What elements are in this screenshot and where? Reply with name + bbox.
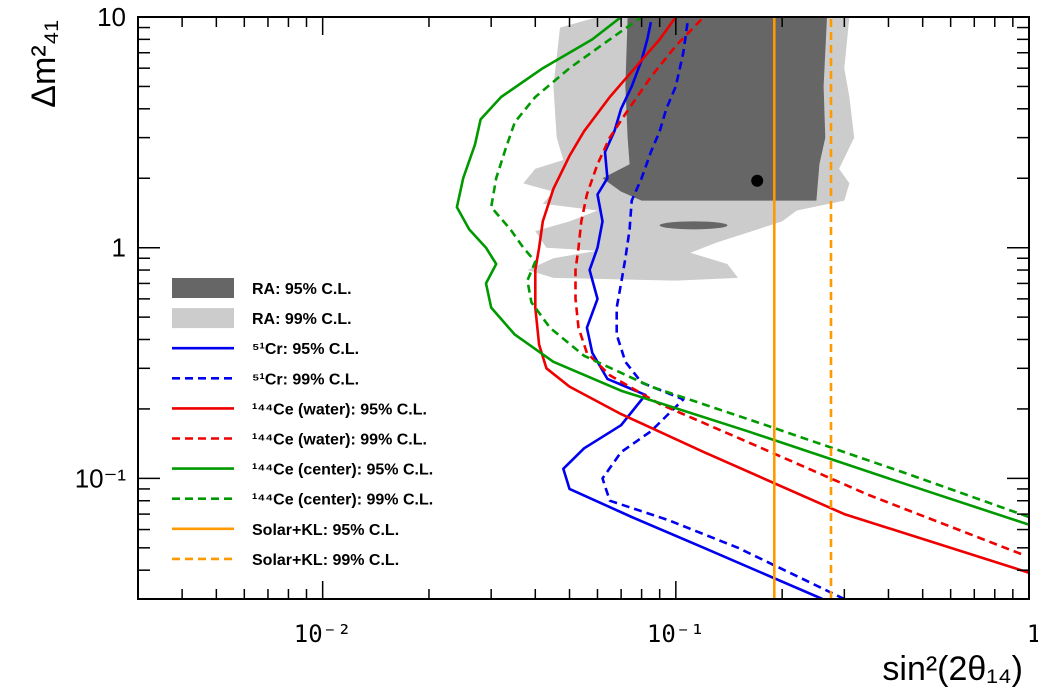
curve-ce-water-95-c-l [533, 17, 1029, 574]
legend-item-cr-95-c-l: ⁵¹Cr: 95% C.L. [172, 341, 359, 358]
legend-label: RA: 99% C.L. [252, 311, 352, 328]
legend-item-solar-kl-99-c-l: Solar+KL: 99% C.L. [172, 552, 399, 569]
legend-label: ⁵¹Cr: 99% C.L. [252, 371, 359, 388]
x-tick-label: 10⁻¹ [647, 620, 705, 648]
legend-item-ce-water-95-c-l: ¹⁴⁴Ce (water): 95% C.L. [172, 401, 427, 418]
legend-label: ¹⁴⁴Ce (water): 95% C.L. [252, 401, 427, 418]
legend-item-ce-center-95-c-l: ¹⁴⁴Ce (center): 95% C.L. [172, 462, 433, 479]
legend-item-solar-kl-95-c-l: Solar+KL: 95% C.L. [172, 522, 399, 539]
x-tick-label: 10⁻² [294, 620, 352, 648]
y-axis-title: Δm²₄₁ [25, 20, 63, 108]
legend-label: Solar+KL: 99% C.L. [252, 552, 399, 569]
curve-ce-center-99-c-l [489, 17, 1029, 519]
best-fit-layer [751, 174, 764, 187]
curve-ce-center-95-c-l [455, 17, 1029, 526]
x-tick-label: 1 [1027, 620, 1038, 648]
curve-cr-95-c-l [561, 21, 823, 599]
y-tick-label: 1 [112, 233, 126, 263]
legend-item-ce-center-99-c-l: ¹⁴⁴Ce (center): 99% C.L. [172, 492, 433, 509]
axis-tick-labels: 10⁻² 10⁻¹ 1 10⁻¹ 1 10 [75, 2, 1038, 648]
legend-item-ra-95-c-l: RA: 95% C.L. [172, 278, 352, 298]
legend-swatch [172, 308, 234, 329]
legend-item-ce-water-99-c-l: ¹⁴⁴Ce (water): 99% C.L. [172, 432, 427, 449]
best-fit-point [751, 174, 764, 187]
legend-item-ra-99-c-l: RA: 99% C.L. [172, 308, 352, 329]
legend-label: ¹⁴⁴Ce (center): 99% C.L. [252, 492, 433, 509]
legend-label: ¹⁴⁴Ce (water): 99% C.L. [252, 432, 427, 449]
curve-ce-water-99-c-l [574, 17, 1022, 556]
legend-label: ¹⁴⁴Ce (center): 95% C.L. [252, 462, 433, 479]
legend-label: ⁵¹Cr: 95% C.L. [252, 341, 359, 358]
legend: RA: 95% C.L. RA: 99% C.L. ⁵¹Cr: 95% C.L. ⁵¹… [172, 278, 433, 569]
legend-label: RA: 95% C.L. [252, 281, 352, 298]
exclusion-curves [455, 17, 1029, 599]
y-tick-label: 10⁻¹ [75, 463, 127, 493]
x-axis-title: sin²(2θ₁₄) [882, 650, 1023, 688]
legend-item-cr-99-c-l: ⁵¹Cr: 99% C.L. [172, 371, 359, 388]
region-ra-95-c-l-island [659, 221, 728, 230]
legend-label: Solar+KL: 95% C.L. [252, 522, 399, 539]
axis-ticks [137, 16, 1030, 600]
plot-frame [137, 16, 1030, 600]
region-ra-95-c-l [602, 17, 827, 201]
legend-swatch [172, 278, 234, 298]
curve-cr-99-c-l [601, 21, 845, 599]
y-tick-label: 10 [97, 2, 126, 32]
confidence-regions [523, 17, 855, 281]
